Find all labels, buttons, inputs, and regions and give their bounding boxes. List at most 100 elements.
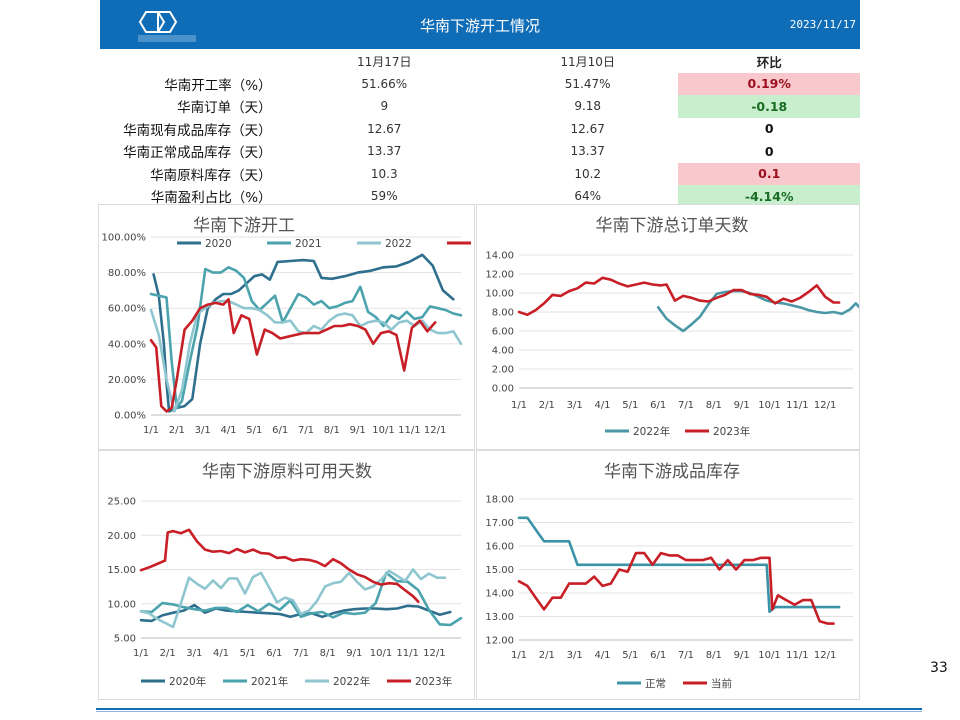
legend-label: 2020年 [169,675,206,688]
x-tick-label: 2/1 [539,400,555,411]
x-tick-label: 6/1 [650,650,666,661]
legend-label: 当前 [711,677,732,690]
row-change-value: 0 [764,143,774,159]
x-tick-label: 1/1 [133,648,149,659]
x-tick-label: 8/1 [320,648,336,659]
series-line [152,253,455,413]
x-tick-label: 6/1 [272,425,288,436]
row-label: 华南盈利占比（%） [150,190,272,207]
row-label: 华南开工率（%） [164,77,272,94]
row-label: 华南现有成品库存（天） [123,122,272,139]
series-line [149,266,463,410]
y-tick-label: 10.00 [485,289,514,300]
table-row: 华南订单（天） 9 9.18 -0.18 [100,95,860,118]
page-number: 33 [930,660,948,676]
row-label: 华南正常成品库存（天） [123,145,272,162]
y-tick-label: 0.00 [492,384,514,395]
x-tick-label: 7/1 [298,425,314,436]
y-tick-label: 14.00 [485,589,514,600]
chart-order-days: 华南下游总订单天数 0.00 2.00 4.00 6.00 8.00 10.00 12.00 1… [485,216,859,438]
row-label: 华南订单（天） [177,100,272,117]
legend-label: 2022 [385,238,412,250]
row-current-value: 12.67 [367,121,402,136]
summary-corner [100,50,272,73]
x-tick-label: 11/1 [398,425,420,436]
report-date: 2023/11/17 [789,18,856,31]
x-tick-label: 8/1 [706,650,722,661]
x-tick-label: 9/1 [734,400,750,411]
series-line [139,603,452,623]
series-line [139,568,447,629]
x-tick-label: 12/1 [423,648,445,659]
x-tick-label: 10/1 [758,650,780,661]
y-tick-label: 2.00 [492,365,514,376]
y-tick-label: 5.00 [114,634,136,645]
x-tick-label: 12/1 [814,650,836,661]
row-previous-value: 9.18 [574,99,602,114]
row-change-value: 0 [764,121,774,137]
x-tick-label: 12/1 [424,425,446,436]
x-tick-label: 5/1 [246,425,262,436]
y-tick-label: 10.00 [107,599,136,610]
chart-panel-order-days: 华南下游总订单天数 0.00 2.00 4.00 6.00 8.00 10.00 12.00 1… [476,204,860,450]
x-tick-label: 4/1 [213,648,229,659]
y-tick-label: 8.00 [492,308,514,319]
row-current-value: 51.66% [361,76,408,91]
x-tick-label: 10/1 [758,400,780,411]
chart-panel-raw-material-days: 华南下游原料可用天数 5.00 10.00 15.00 20.00 25.00 1/1 2/1… [98,450,475,700]
series-line [139,571,463,627]
series-line [139,528,420,603]
y-tick-label: 25.00 [107,497,136,508]
summary-header-row: 11月17日 11月10日 环比 [100,50,860,73]
row-current-value: 10.3 [370,166,398,181]
x-tick-label: 4/1 [594,400,610,411]
x-tick-label: 2/1 [539,650,555,661]
y-tick-label: 4.00 [492,346,514,357]
x-tick-label: 9/1 [346,648,362,659]
y-tick-label: 15.00 [107,565,136,576]
row-change-value: -4.14% [678,185,860,208]
x-tick-label: 10/1 [372,425,394,436]
x-tick-label: 9/1 [350,425,366,436]
x-tick-label: 5/1 [622,400,638,411]
legend-label: 2022年 [633,425,670,438]
table-row: 华南原料库存（天） 10.3 10.2 0.1 [100,162,860,185]
row-previous-value: 64% [574,189,602,204]
x-tick-label: 2/1 [169,425,185,436]
x-tick-label: 3/1 [567,650,583,661]
x-tick-label: 3/1 [195,425,211,436]
y-tick-label: 100.00% [102,233,147,244]
legend-label: 2023年 [415,675,452,688]
x-tick-label: 1/1 [143,425,159,436]
y-tick-label: 13.00 [485,612,514,623]
series-line [149,298,437,413]
series-line [517,551,835,625]
row-current-value: 13.37 [367,144,402,159]
x-tick-label: 6/1 [266,648,282,659]
y-tick-label: 18.00 [485,495,514,506]
chart-title: 华南下游开工 [193,216,295,236]
x-tick-label: 10/1 [370,648,392,659]
company-logo [138,11,196,42]
x-tick-label: 1/1 [511,650,527,661]
col-header-change: 环比 [756,54,782,70]
footer-subline [96,711,922,712]
x-tick-label: 3/1 [186,648,202,659]
x-tick-label: 6/1 [650,400,666,411]
y-tick-label: 0.00% [114,411,146,422]
y-tick-label: 17.00 [485,518,514,529]
chart-panel-finished-inventory: 华南下游成品库存 12.00 13.00 14.00 15.00 16.00 17.00 18… [476,450,860,700]
legend-label: 正常 [645,677,666,690]
x-tick-label: 8/1 [706,400,722,411]
row-previous-value: 51.47% [564,76,611,91]
x-tick-label: 4/1 [220,425,236,436]
row-change-value: 0.1 [678,162,860,185]
summary-table: 11月17日 11月10日 环比 华南开工率（%） 51.66% 51.47% … [100,50,860,208]
footer-divider [96,708,922,710]
x-tick-label: 7/1 [293,648,309,659]
legend-label: 2020 [205,238,232,250]
x-tick-label: 9/1 [734,650,750,661]
row-label: 华南原料库存（天） [150,167,272,184]
x-tick-label: 5/1 [240,648,256,659]
y-tick-label: 6.00 [492,327,514,338]
